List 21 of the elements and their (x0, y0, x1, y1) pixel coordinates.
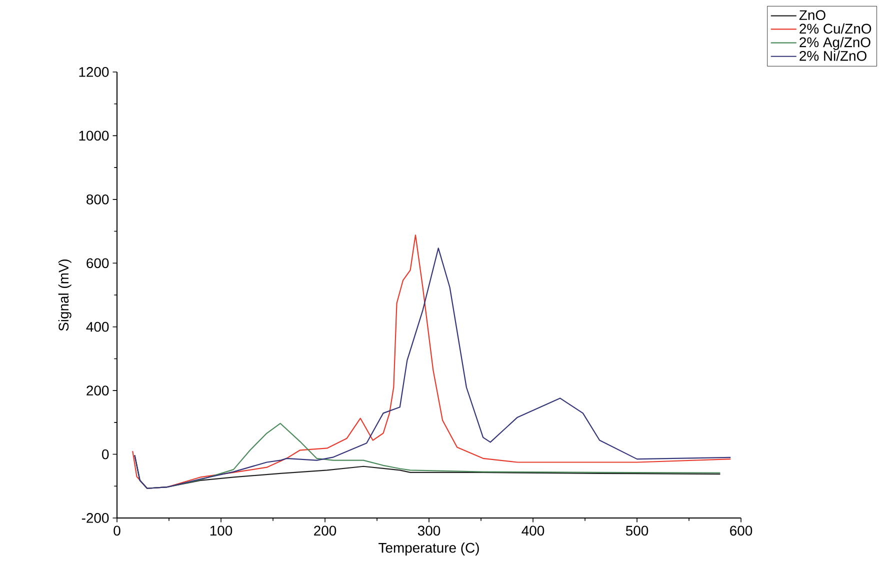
y-tick-label: 1000 (79, 130, 109, 141)
y-tick-label: 200 (86, 386, 109, 396)
x-tick-label: 600 (730, 526, 752, 536)
y-tick-label: 0 (102, 449, 109, 460)
y-tick-label: 800 (86, 194, 109, 204)
x-tick-label: 200 (314, 526, 336, 536)
x-tick-label: 300 (418, 526, 440, 536)
legend-label: 2% Ag/ZnO (800, 36, 870, 50)
y-tick-label: 600 (86, 258, 109, 268)
x-tick-label: 500 (626, 526, 648, 536)
x-tick-label: 0 (114, 526, 120, 536)
y-tick-label: 400 (86, 322, 109, 332)
y-axis-title: Signal (mV) (58, 259, 72, 331)
x-axis-title: Temperature (C) (378, 542, 479, 556)
x-tick-label: 400 (522, 526, 544, 536)
x-tick-label: 100 (210, 526, 232, 536)
legend-label: 2% Cu/ZnO (800, 23, 872, 34)
y-tick-label: -200 (82, 513, 109, 523)
y-tick-label: 1200 (79, 67, 109, 77)
legend-label: 2% Ni/ZnO (800, 50, 866, 61)
legend-label: ZnO (799, 10, 826, 20)
